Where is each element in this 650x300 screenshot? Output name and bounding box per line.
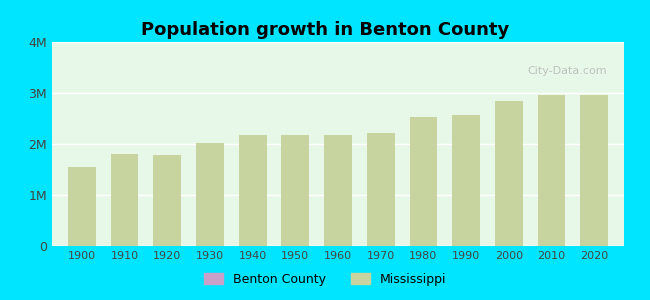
Bar [367, 133, 395, 246]
Bar [153, 155, 181, 246]
Text: City-Data.com: City-Data.com [527, 67, 607, 76]
Legend: Benton County, Mississippi: Benton County, Mississippi [199, 268, 451, 291]
Bar [452, 115, 480, 246]
Bar [281, 135, 309, 246]
Bar [410, 117, 437, 246]
Bar [495, 101, 523, 246]
Bar [538, 95, 566, 246]
Bar [324, 135, 352, 246]
Text: Population growth in Benton County: Population growth in Benton County [141, 21, 509, 39]
Bar [68, 167, 96, 246]
Bar [239, 135, 266, 246]
Bar [580, 95, 608, 246]
Bar [111, 154, 138, 246]
Bar [196, 143, 224, 246]
